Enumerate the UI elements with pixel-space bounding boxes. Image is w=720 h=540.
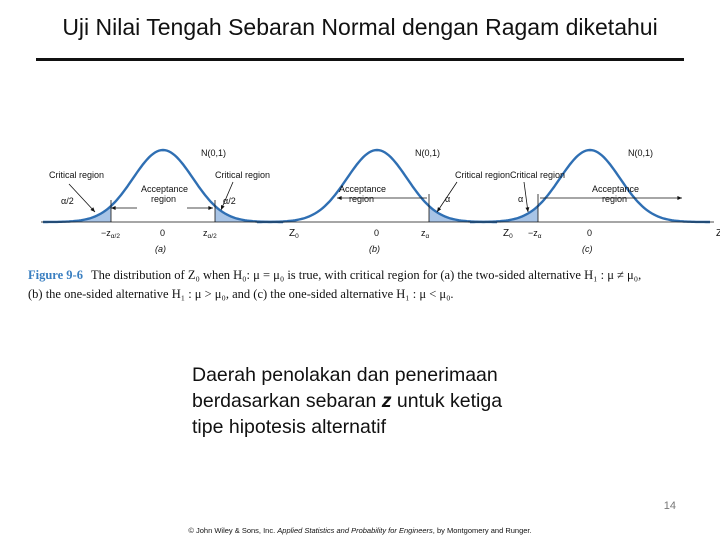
panel-a-axis-label: Z0 [289,228,299,240]
panel-c-dist-label: N(0,1) [628,148,653,158]
credit-pre: © John Wiley & Sons, Inc. [188,526,276,535]
panel-c-critical-arrow [523,181,529,213]
panel-a-acceptance: Acceptance [141,184,188,194]
title-divider [36,58,684,61]
panel-a-region: region [151,194,176,204]
panel-b-critical-arrow [436,181,458,213]
panel-b-critical: Critical region [455,170,510,180]
panel-b-shade-right [429,206,483,222]
panel-b-critical-arrow-head [437,207,442,212]
page-title: Uji Nilai Tengah Sebaran Normal dengan R… [62,14,658,40]
panel-c-curve [470,148,710,224]
panel-b-z: zα [421,228,430,240]
panel-c-zero: 0 [587,228,592,238]
panel-a-critical-arrow-left [68,183,96,213]
description-line-2-post: untuk ketiga [396,390,503,412]
panel-a-critical-right: Critical region [215,170,270,180]
panel-c-label: (c) [582,244,593,254]
panel-b-acceptance: Acceptance [339,184,386,194]
panel-a-critical-arrow-right [220,181,234,211]
panel-c-axis-label: Z0 [716,228,720,240]
panel-c-arrow-head [677,196,682,200]
panel-a-shade-right [215,206,269,222]
panel-a-z-right: zα/2 [203,228,217,240]
page-number: 14 [663,500,676,512]
figure-caption: Figure 9-6 The distribution of Z₀ when H₀… [28,266,698,304]
credit-book: Applied Statistics and Probability for E… [277,526,433,535]
panel-a-zero: 0 [160,228,165,238]
panel-a-critical-left: Critical region [49,170,104,180]
panel-c-alpha: α [518,194,523,204]
panel-a-shade-left [57,206,111,222]
panel-b-alpha: α [445,194,450,204]
panel-b-arrow-head [337,196,342,200]
panel-b-axis-label: Z0 [503,228,513,240]
credit-line: © John Wiley & Sons, Inc. Applied Statis… [0,526,720,535]
panel-a-critical-arrow-left-head [90,207,95,212]
panel-a-z-left: −zα/2 [101,228,120,240]
panel-a-alpha-right: α/2 [223,196,236,206]
panel-b-label: (b) [369,244,380,254]
panel-a-critical-arrow-right-head [221,205,225,210]
panel-a-curve [43,148,283,224]
description-line-2-pre: berdasarkan sebaran [192,390,377,412]
figure-label: Figure 9-6 [28,268,83,282]
description-z: z [381,390,392,412]
caption-line-1: The distribution of Z₀ when H₀: μ = μ₀ i… [90,268,642,282]
panel-a-dist-label: N(0,1) [201,148,226,158]
panel-b-curve [257,148,497,224]
description-line-1: Daerah penolakan dan penerimaan [192,364,498,386]
description-text: Daerah penolakan dan penerimaan berdasar… [192,362,612,440]
panel-b-zero: 0 [374,228,379,238]
credit-post: , by Montgomery and Runger. [432,526,532,535]
panel-c-critical-arrow-head [525,207,530,212]
panel-c-critical: Critical region [510,170,565,180]
panel-c-region: region [602,194,627,204]
panel-c-acceptance: Acceptance [592,184,639,194]
panel-a-arrow-left-head [111,206,116,210]
caption-line-2: (b) the one-sided alternative H₁ : μ > μ… [28,287,454,301]
panel-b-dist-label: N(0,1) [415,148,440,158]
panel-c-shade-left [484,206,538,222]
panel-a-alpha-left: α/2 [61,196,74,206]
panel-a-arrow-right-head [208,206,213,210]
panel-a-label: (a) [155,244,166,254]
panel-b-region: region [349,194,374,204]
description-line-3: tipe hipotesis alternatif [192,416,387,438]
panel-c-z: −zα [528,228,542,240]
